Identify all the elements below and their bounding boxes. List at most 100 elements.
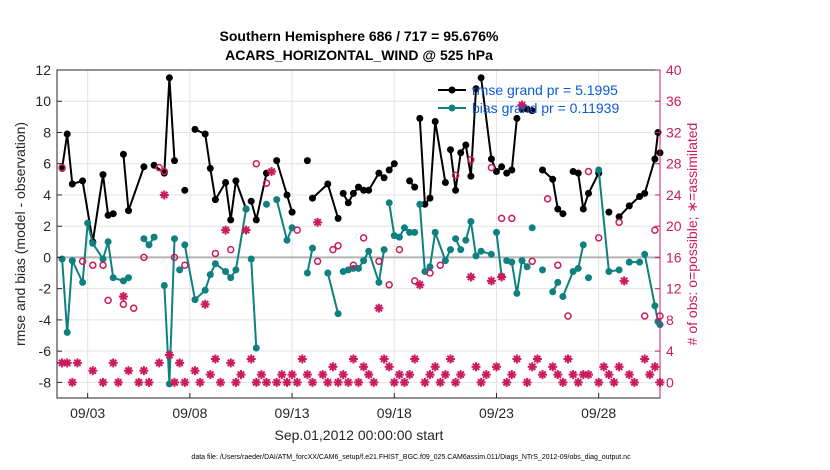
y-tick-label: -6 <box>39 343 52 359</box>
series-line <box>250 172 268 221</box>
asterisk-stroke <box>507 370 516 379</box>
y-axis-right: 0 4 8 12 16 20 24 28 32 36 40 <box>655 62 682 398</box>
obs-assimilated-point <box>190 366 200 376</box>
bias-point <box>467 218 475 225</box>
asterisk-stroke <box>160 191 169 199</box>
y-tick-label: 4 <box>43 187 51 203</box>
obs-assimilated-point <box>236 370 246 380</box>
obs-assimilated-point <box>425 370 435 380</box>
asterisk-stroke <box>604 370 613 379</box>
rmse-point <box>191 125 199 133</box>
asterisk-stroke <box>599 362 608 371</box>
obs-possible-point <box>564 312 572 320</box>
legend: rmse grand pr = 5.1995 bias grand pr = 0… <box>438 82 619 116</box>
obs-assimilated-point <box>379 354 389 364</box>
obs-assimilated-point <box>180 377 190 387</box>
bias-point <box>104 238 112 246</box>
rmse-point <box>380 174 388 182</box>
asterisk-stroke <box>436 378 445 387</box>
obs-assimilated-point <box>430 362 440 372</box>
obs-assimilated-point <box>67 377 77 387</box>
y-right-tick-label: 40 <box>666 62 682 78</box>
obs-possible-point <box>313 257 322 266</box>
obs-assimilated-point <box>170 377 179 387</box>
obs-assimilated-point <box>354 377 363 387</box>
asterisk-stroke <box>451 378 460 387</box>
y-right-tick-label: 20 <box>666 218 682 234</box>
asterisk-stroke <box>467 273 475 281</box>
bias-point <box>181 241 189 249</box>
obs-assimilated-point <box>507 370 517 380</box>
asterisk-stroke <box>395 370 404 379</box>
asterisk-stroke <box>574 378 583 387</box>
rmse-point <box>585 189 592 197</box>
y-tick-label: -2 <box>39 281 52 297</box>
asterisk-stroke <box>441 370 450 379</box>
rmse-point <box>309 194 316 202</box>
obs-assimilated-point <box>517 100 527 110</box>
obs-assimilated-point <box>333 377 343 387</box>
obs-assimilated-point <box>62 358 72 368</box>
rmse-point <box>441 179 449 186</box>
asterisk-stroke <box>288 370 296 379</box>
rmse-point <box>344 199 352 207</box>
bias-point <box>252 344 260 352</box>
obs-assimilated-point <box>364 370 374 380</box>
data-file-footnote: data file: /Users/raeder/DAI/ATM_forcXX/… <box>191 454 631 461</box>
asterisk-stroke <box>650 362 659 371</box>
asterisk-stroke <box>329 362 337 371</box>
rmse-point <box>615 213 623 221</box>
obs-possible-point <box>426 269 434 277</box>
bias-point <box>416 200 424 208</box>
bias-point <box>176 266 184 274</box>
asterisk-stroke <box>308 378 317 387</box>
asterisk-stroke <box>180 378 189 387</box>
asterisk-stroke <box>313 218 322 227</box>
bias-point <box>477 247 485 255</box>
bias-point <box>523 263 531 271</box>
obs-assimilated-point <box>251 377 261 387</box>
bias-point <box>431 228 439 236</box>
obs-assimilated-point <box>318 370 328 380</box>
rmse-point <box>273 157 281 165</box>
obs-assimilated-point <box>88 366 98 376</box>
bias-point <box>513 289 521 297</box>
bias-point <box>227 274 235 282</box>
obs-assimilated-point <box>420 377 430 387</box>
rmse-point <box>283 191 291 199</box>
asterisk-stroke <box>569 370 578 379</box>
obs-assimilated-point <box>522 377 532 387</box>
bias-point <box>324 269 332 277</box>
obs-possible-point <box>334 241 342 250</box>
obs-assimilated-point <box>287 370 297 380</box>
asterisk-stroke <box>584 370 593 379</box>
obs-assimilated-point <box>573 377 583 387</box>
legend-rmse-label: rmse grand pr = 5.1995 <box>472 82 618 98</box>
obs-assimilated-point <box>512 354 522 364</box>
asterisk-stroke <box>431 362 440 371</box>
bias-point <box>140 235 148 243</box>
obs-assimilated-point <box>272 377 282 387</box>
obs-assimilated-point <box>492 362 501 372</box>
asterisk-stroke <box>630 378 639 387</box>
rmse-point <box>539 166 546 174</box>
asterisk-stroke <box>548 362 557 371</box>
obs-possible-point <box>170 253 179 262</box>
obs-possible-point <box>467 156 475 164</box>
legend-bias-marker <box>448 104 456 112</box>
bias-point <box>615 266 623 274</box>
y-axis-left: -8 -6 -4 -2 0 2 4 6 8 10 12 <box>35 62 62 390</box>
asterisk-stroke <box>119 292 128 301</box>
x-tick-label: 09/03 <box>70 405 105 421</box>
title-block: Southern Hemisphere 686 / 717 = 95.676% … <box>220 28 500 63</box>
obs-assimilated-point <box>374 303 384 313</box>
series-line <box>61 222 124 333</box>
asterisk-stroke <box>303 370 312 379</box>
obs-assimilated-point <box>650 362 660 372</box>
asterisk-stroke <box>492 362 501 371</box>
rmse-point <box>171 157 178 165</box>
bias-point <box>554 278 562 286</box>
rmse-point <box>252 216 260 224</box>
series-line <box>577 172 600 210</box>
obs-possible-point <box>554 261 562 269</box>
